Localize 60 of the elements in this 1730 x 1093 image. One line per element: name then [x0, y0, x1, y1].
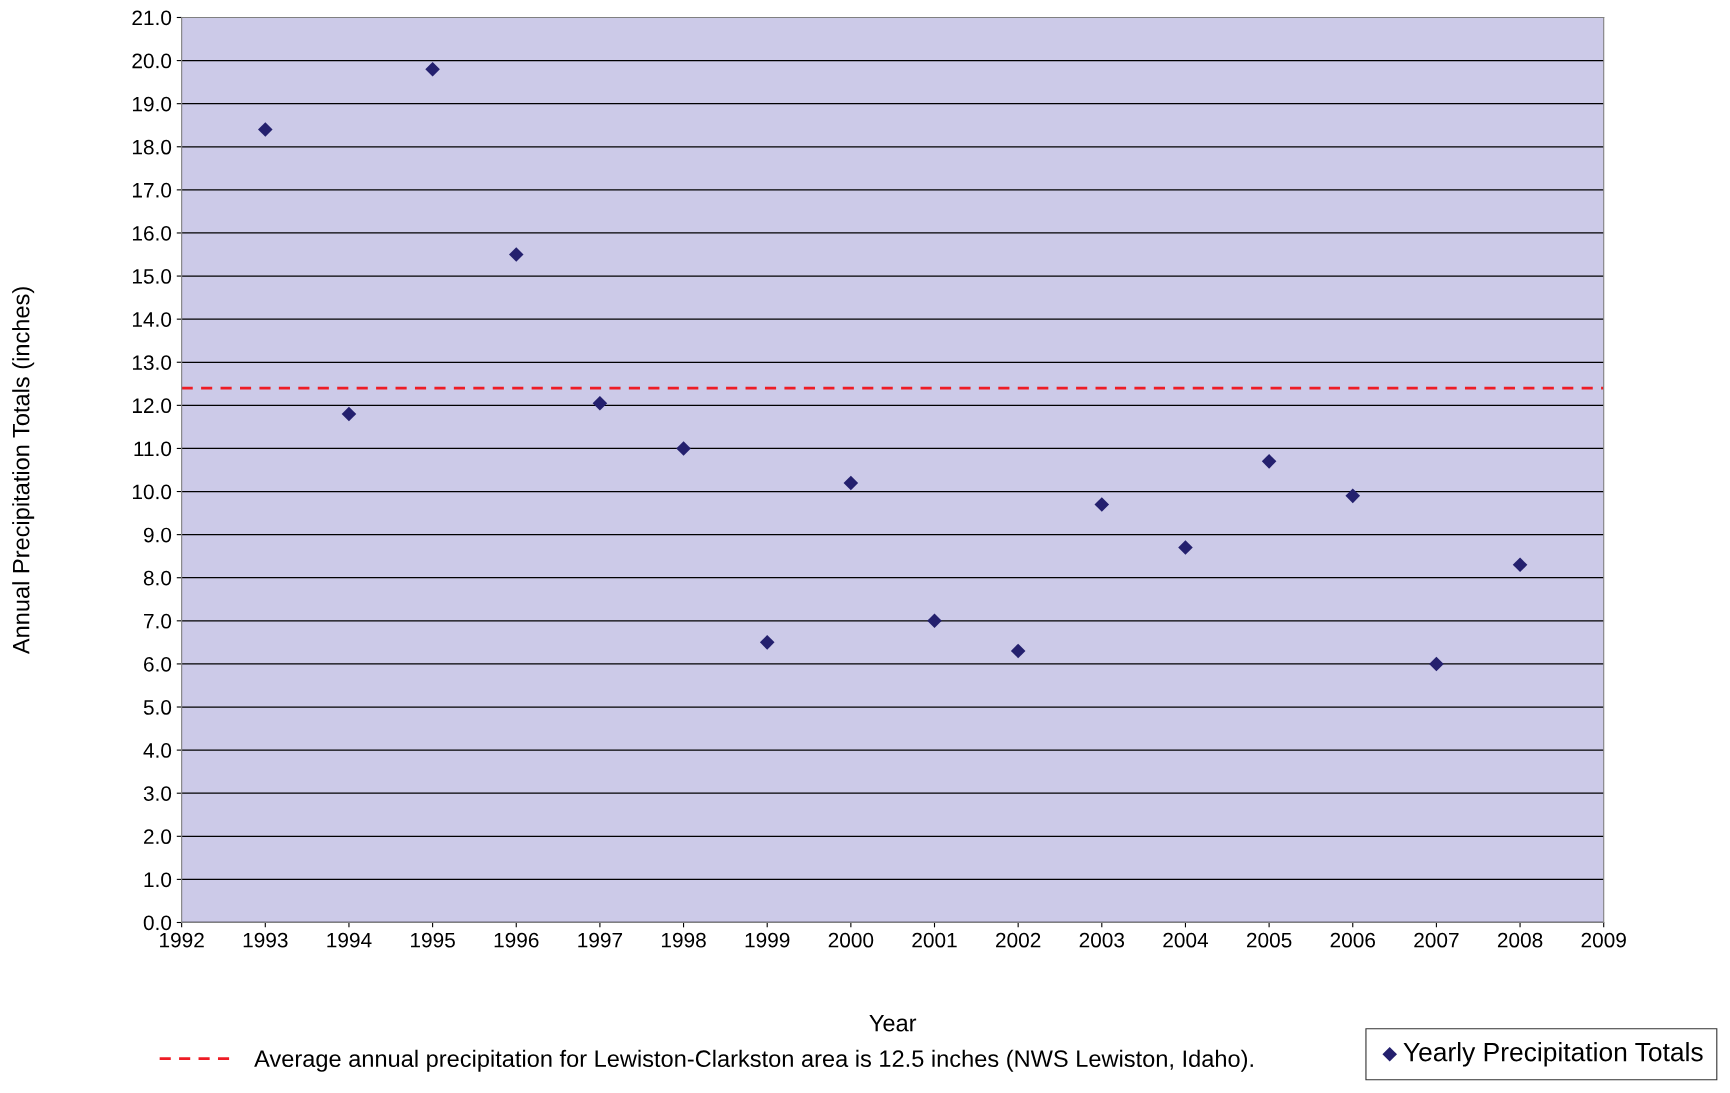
y-tick-label: 21.0	[132, 10, 172, 26]
point	[425, 61, 440, 77]
x-tick-label: 2005	[1246, 932, 1292, 948]
point	[676, 441, 691, 456]
x-tick-label: 1995	[411, 932, 455, 948]
x-tick-label: 1993	[243, 932, 288, 948]
legend-label: Average annual precipitation for Lewiston-Clarkston area is 12.5 inches (NWS Lewiston, Idaho).	[254, 1049, 1253, 1072]
x-axis-title: Year	[869, 1015, 917, 1032]
legend-label: Yearly Precipitation Totals	[1403, 1042, 1703, 1067]
x-tick-label: 2003	[1079, 932, 1125, 948]
y-tick-label: 3.0	[143, 786, 172, 801]
y-tick-label: 2.0	[144, 829, 172, 845]
point	[927, 613, 942, 629]
y-tick-label: 16.0	[132, 225, 172, 241]
x-tick-label: 2001	[912, 932, 957, 948]
y-tick-label: 18.0	[132, 139, 172, 155]
point	[1512, 557, 1528, 573]
y-tick-label: 6.0	[144, 656, 172, 672]
point	[341, 406, 357, 422]
point	[1094, 497, 1110, 512]
y-tick-label: 13.0	[132, 355, 172, 371]
y-tick-label: 8.0	[143, 570, 172, 586]
point	[508, 247, 524, 262]
point	[1178, 540, 1193, 555]
y-tick-label: 11.0	[134, 441, 172, 457]
x-tick-label: 2004	[1163, 932, 1209, 948]
x-tick-label: 1997	[578, 932, 623, 948]
x-tick-label: 2007	[1414, 932, 1459, 948]
x-tick-label: 2008	[1497, 932, 1543, 948]
y-axis-title: Annual Precipitation Totals (inches)	[12, 287, 35, 655]
y-tick-label: 19.0	[132, 96, 172, 112]
x-tick-label: 1999	[745, 932, 790, 948]
y-tick-label: 15.0	[132, 269, 172, 284]
y-tick-label: 9.0	[143, 527, 172, 543]
point	[843, 475, 859, 491]
point	[759, 635, 775, 650]
x-tick-label: 1992	[160, 932, 204, 948]
point	[1010, 643, 1026, 659]
point	[1429, 656, 1444, 672]
point	[592, 395, 608, 411]
y-tick-label: 4.0	[143, 743, 172, 758]
y-tick-label: 14.0	[132, 312, 172, 327]
y-tick-label: 7.0	[144, 613, 172, 629]
y-tick-label: 1.0	[144, 872, 172, 888]
x-tick-label: 2009	[1581, 932, 1626, 948]
x-tick-label: 2002	[996, 932, 1041, 948]
x-tick-label: 2000	[828, 932, 874, 948]
x-tick-label: 1998	[661, 932, 706, 948]
y-tick-label: 17.0	[132, 182, 172, 198]
x-tick-label: 1994	[327, 932, 372, 948]
y-tick-label: 12.0	[132, 398, 172, 414]
y-tick-label: 0.0	[143, 915, 172, 931]
x-tick-label: 2006	[1330, 932, 1376, 948]
point	[1261, 454, 1277, 469]
y-tick-label: 10.0	[132, 484, 172, 500]
y-tick-label: 20.0	[132, 53, 172, 69]
y-tick-label: 5.0	[143, 700, 172, 715]
point	[1345, 488, 1361, 504]
x-tick-label: 1996	[494, 932, 539, 948]
point	[258, 122, 273, 137]
